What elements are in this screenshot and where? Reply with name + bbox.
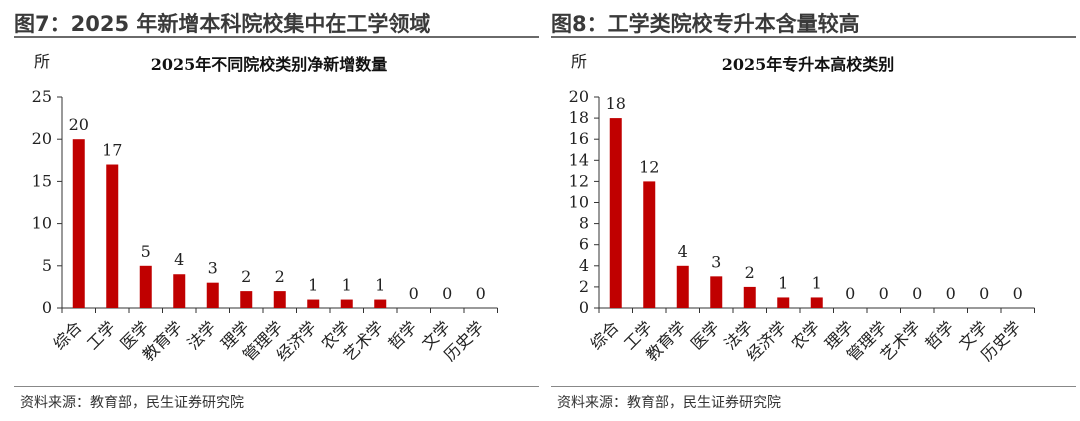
data-label: 1 — [778, 273, 788, 292]
data-label: 17 — [102, 141, 122, 160]
category-label: 工学 — [83, 317, 119, 353]
chart-panel-right: 图8：工学类院校专升本含量较高 所 2025年专升本高校类别 0 2 4 6 8 10 12 14… — [551, 0, 1076, 421]
y-tick-label: 5 — [42, 256, 52, 275]
bar-工学 — [643, 181, 656, 308]
y-tick-label: 10 — [569, 193, 589, 212]
y-tick-label: 14 — [569, 150, 589, 169]
category-label: 哲学 — [385, 317, 421, 353]
data-label: 5 — [141, 242, 151, 261]
figure-title: 图8：工学类院校专升本含量较高 — [551, 12, 860, 36]
bar-经济学 — [307, 299, 320, 308]
category-label: 法学 — [184, 317, 220, 353]
data-label: 4 — [174, 250, 184, 269]
bar-农学 — [810, 297, 823, 308]
category-label: 综合 — [587, 317, 623, 353]
bar-工学 — [106, 164, 119, 308]
bar-综合 — [72, 139, 85, 308]
data-label: 1 — [375, 276, 385, 295]
data-label: 12 — [639, 157, 659, 176]
data-label: 3 — [711, 252, 721, 271]
bar-经济学 — [777, 297, 790, 308]
data-label: 2 — [745, 263, 755, 282]
y-tick-label: 6 — [579, 235, 589, 254]
bar-教育学 — [173, 274, 186, 308]
y-tick-label: 0 — [42, 298, 52, 317]
y-tick-label: 15 — [32, 171, 52, 190]
bar-法学 — [743, 286, 756, 308]
y-axis-unit: 所 — [571, 52, 587, 71]
y-tick-label: 12 — [569, 171, 589, 190]
bar-农学 — [340, 299, 353, 308]
y-tick-label: 4 — [579, 256, 589, 275]
header-divider — [551, 36, 1076, 38]
data-label: 0 — [845, 284, 855, 303]
bar-教育学 — [676, 265, 689, 308]
bar-理学 — [240, 291, 253, 308]
bar-医学 — [139, 265, 152, 308]
chart-title: 2025年专升本高校类别 — [722, 55, 895, 74]
y-axis-unit: 所 — [34, 52, 50, 71]
bar-艺术学 — [374, 299, 387, 308]
category-label: 农学 — [788, 317, 824, 353]
y-tick-label: 2 — [579, 277, 589, 296]
category-label: 哲学 — [922, 317, 958, 353]
data-label: 0 — [979, 284, 989, 303]
y-tick-label: 20 — [569, 87, 589, 106]
footer-divider — [551, 386, 1076, 387]
y-tick-label: 10 — [32, 214, 52, 233]
data-label: 0 — [476, 284, 486, 303]
source-note: 资料来源：教育部，民生证券研究院 — [557, 395, 781, 411]
source-note: 资料来源：教育部，民生证券研究院 — [20, 395, 244, 411]
bar-综合 — [609, 118, 622, 308]
y-tick-label: 16 — [569, 129, 589, 148]
bar-医学 — [710, 276, 723, 308]
data-label: 20 — [69, 115, 89, 134]
data-label: 2 — [275, 267, 285, 286]
data-label: 0 — [1013, 284, 1023, 303]
y-tick-label: 20 — [32, 129, 52, 148]
figure-title: 图7：2025 年新增本科院校集中在工学领域 — [14, 12, 431, 36]
bar-chart-new-undergrad: 所 2025年不同院校类别净新增数量051015202520综合17工学5医学4教… — [32, 52, 498, 365]
bar-法学 — [206, 282, 219, 308]
data-label: 1 — [308, 276, 318, 295]
data-label: 4 — [678, 242, 688, 261]
data-label: 2 — [241, 267, 251, 286]
category-label: 综合 — [50, 317, 86, 353]
footer-divider — [14, 386, 539, 387]
data-label: 1 — [342, 276, 352, 295]
data-label: 3 — [208, 259, 218, 278]
chart-title: 2025年不同院校类别净新增数量 — [151, 55, 388, 74]
data-label: 18 — [606, 94, 626, 113]
data-label: 0 — [442, 284, 452, 303]
data-label: 0 — [946, 284, 956, 303]
data-label: 1 — [812, 273, 822, 292]
y-tick-label: 0 — [579, 298, 589, 317]
bar-管理学 — [273, 291, 286, 308]
category-label: 医学 — [687, 317, 723, 353]
data-label: 0 — [912, 284, 922, 303]
data-label: 0 — [409, 284, 419, 303]
chart-panel-left: 图7：2025 年新增本科院校集中在工学领域 所 2025年不同院校类别净新增数量… — [14, 0, 539, 421]
y-tick-label: 8 — [579, 214, 589, 233]
data-label: 0 — [879, 284, 889, 303]
header-divider — [14, 36, 539, 38]
y-tick-label: 18 — [569, 108, 589, 127]
y-tick-label: 25 — [32, 87, 52, 106]
